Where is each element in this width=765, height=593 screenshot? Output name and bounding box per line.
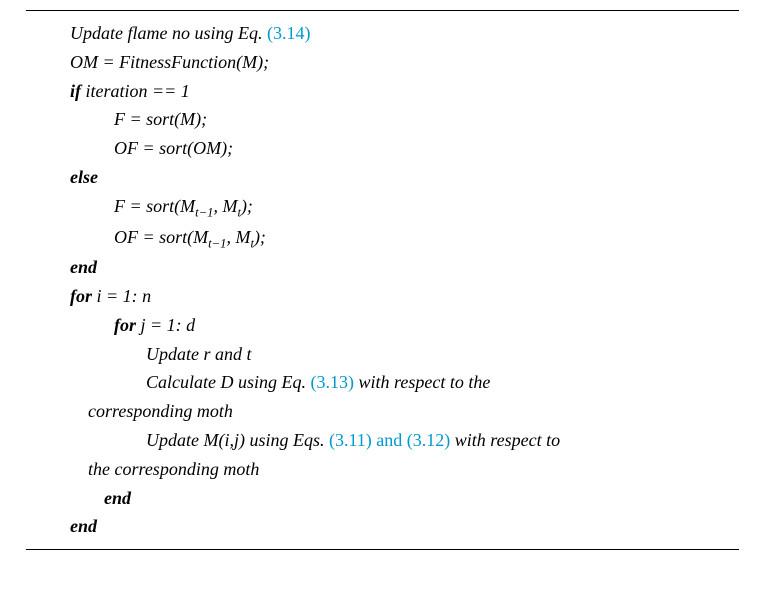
code-line-continuation: the corresponding moth: [26, 455, 739, 484]
keyword-end: end: [104, 488, 131, 508]
code-line: OF = sort(Mt−1, Mt);: [26, 223, 739, 254]
code-text: OF = sort(M: [114, 227, 208, 247]
code-line: end: [26, 512, 739, 541]
subscript: t−1: [195, 205, 213, 219]
code-text: Update flame no using Eq.: [70, 23, 267, 43]
code-line: Update flame no using Eq. (3.14): [26, 19, 739, 48]
keyword-if: if: [70, 81, 81, 101]
keyword-for: for: [70, 286, 92, 306]
equation-ref[interactable]: (3.13): [311, 372, 355, 392]
code-text: with respect to: [450, 430, 560, 450]
code-text: Calculate D using Eq.: [146, 372, 311, 392]
code-text: , M: [213, 196, 237, 216]
code-line: for i = 1: n: [26, 282, 739, 311]
code-line: Update r and t: [26, 340, 739, 369]
code-line: else: [26, 163, 739, 192]
code-line-continuation: corresponding moth: [26, 397, 739, 426]
code-line: F = sort(Mt−1, Mt);: [26, 192, 739, 223]
code-line: F = sort(M);: [26, 105, 739, 134]
code-line: OM = FitnessFunction(M);: [26, 48, 739, 77]
code-text: );: [254, 227, 266, 247]
code-line: Calculate D using Eq. (3.13) with respec…: [26, 368, 739, 397]
subscript: t−1: [208, 236, 226, 250]
code-text: iteration == 1: [81, 81, 190, 101]
code-line: end: [26, 484, 739, 513]
code-text: OM = FitnessFunction(M);: [70, 52, 269, 72]
keyword-for: for: [114, 315, 136, 335]
code-line: for j = 1: d: [26, 311, 739, 340]
code-line: OF = sort(OM);: [26, 134, 739, 163]
code-text: i = 1: n: [92, 286, 151, 306]
code-text: );: [241, 196, 253, 216]
code-text: j = 1: d: [136, 315, 195, 335]
code-line: Update M(i,j) using Eqs. (3.11) and (3.1…: [26, 426, 739, 455]
code-text: F = sort(M);: [114, 109, 207, 129]
code-text: the corresponding moth: [88, 459, 259, 479]
code-text: , M: [226, 227, 250, 247]
code-text: Update r and t: [146, 344, 252, 364]
keyword-else: else: [70, 167, 98, 187]
equation-ref[interactable]: (3.11) and (3.12): [329, 430, 450, 450]
code-text: Update M(i,j) using Eqs.: [146, 430, 329, 450]
code-text: F = sort(M: [114, 196, 195, 216]
code-text: OF = sort(OM);: [114, 138, 233, 158]
code-text: with respect to the: [354, 372, 490, 392]
keyword-end: end: [70, 257, 97, 277]
keyword-end: end: [70, 516, 97, 536]
code-line: end: [26, 253, 739, 282]
code-line: if iteration == 1: [26, 77, 739, 106]
code-text: corresponding moth: [88, 401, 233, 421]
equation-ref[interactable]: (3.14): [267, 23, 311, 43]
algorithm-pseudocode: Update flame no using Eq. (3.14) OM = Fi…: [26, 10, 739, 550]
